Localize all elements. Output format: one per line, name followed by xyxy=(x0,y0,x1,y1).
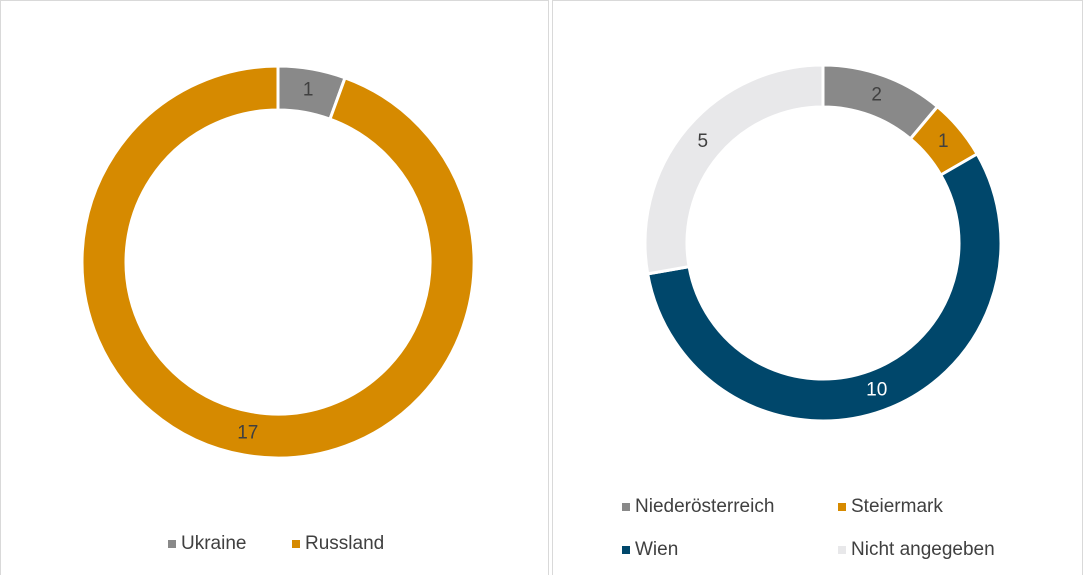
panel-frame xyxy=(0,0,549,575)
legend-label: Nicht angegeben xyxy=(851,539,995,560)
legend-label: Steiermark xyxy=(851,496,943,517)
legend-label: Niederösterreich xyxy=(635,496,774,517)
legend-label: Russland xyxy=(305,533,384,554)
data-label: 5 xyxy=(697,131,708,152)
legend-marker xyxy=(622,503,630,511)
data-label: 17 xyxy=(237,422,258,443)
legend-marker xyxy=(838,546,846,554)
legend-label: Wien xyxy=(635,539,678,560)
panel-frame xyxy=(552,0,1083,575)
data-label: 1 xyxy=(303,80,314,101)
legend-label: Ukraine xyxy=(181,533,246,554)
data-label: 1 xyxy=(938,131,949,152)
donut-segment xyxy=(80,64,476,460)
legend-marker xyxy=(292,540,300,548)
donut-segment xyxy=(643,63,825,276)
data-label: 10 xyxy=(866,380,887,401)
legend-marker xyxy=(168,540,176,548)
data-label: 2 xyxy=(871,84,882,105)
donut-segment xyxy=(645,151,1003,423)
legend-marker xyxy=(622,546,630,554)
legend-marker xyxy=(838,503,846,511)
